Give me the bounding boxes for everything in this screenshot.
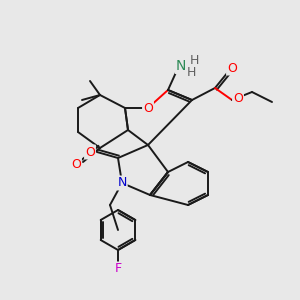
Text: O: O <box>227 61 237 74</box>
Text: O: O <box>85 146 95 158</box>
Text: N: N <box>117 176 127 190</box>
Text: O: O <box>143 101 153 115</box>
Text: F: F <box>114 262 122 275</box>
Text: H: H <box>189 53 199 67</box>
Text: N: N <box>176 59 186 73</box>
Text: H: H <box>186 67 196 80</box>
Text: O: O <box>233 92 243 104</box>
Text: O: O <box>71 158 81 172</box>
